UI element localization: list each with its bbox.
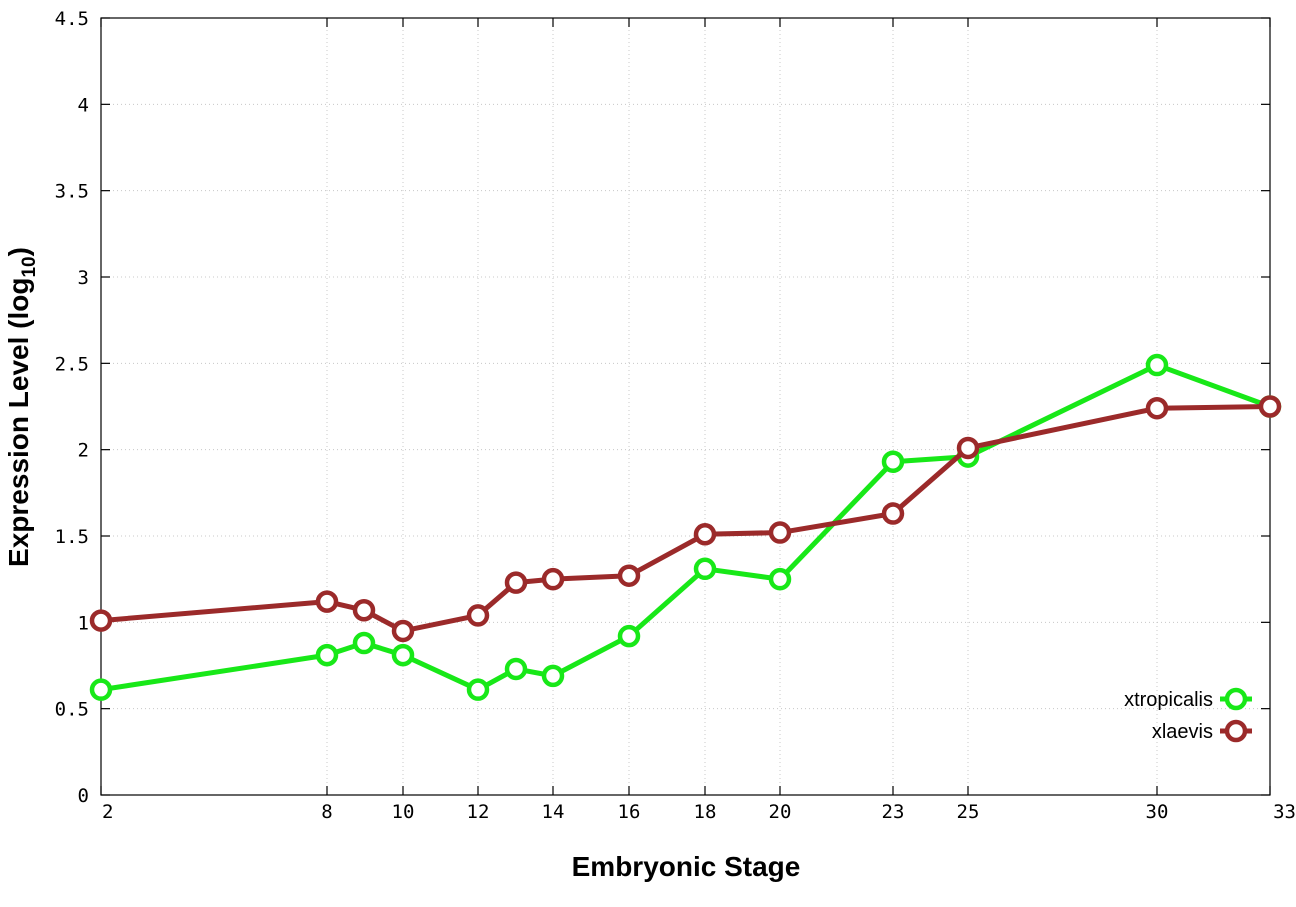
series-xtropicalis [89,353,1282,701]
legend-label: xtropicalis [1124,689,1213,711]
legend-label: xlaevis [1152,721,1213,743]
data-point [315,643,339,667]
x-tick-label: 33 [1273,801,1296,823]
x-tick-label: 20 [769,801,792,823]
series-xlaevis [89,395,1282,643]
data-point [1258,395,1282,418]
x-tick-label: 10 [392,801,415,823]
data-point [541,567,565,591]
y-tick-label: 1.5 [55,526,89,548]
axis-ticks: 0 0.5 1 1.5 2 2.5 3 3.5 4 4.5 2 8 10 12 14 16 18 20 23 25 30… [55,8,1296,823]
y-tick-label: 0 [78,785,89,807]
x-tick-label: 25 [957,801,980,823]
data-point [1145,353,1169,377]
data-point [956,436,980,460]
y-tick-label: 2 [78,440,89,462]
data-point [881,502,905,525]
data-point [768,521,792,544]
y-axis-title-subscript: 10 [19,256,40,277]
data-point [617,624,641,648]
data-point [466,604,490,627]
y-tick-label: 3 [78,267,89,289]
y-axis-title: Expression Level (log10) [3,247,40,567]
data-point [466,678,490,701]
data-point [693,557,717,581]
x-tick-label: 23 [882,801,905,823]
x-axis-title: Embryonic Stage [572,851,801,882]
y-tick-label: 2.5 [55,353,89,375]
data-point [693,523,717,546]
y-tick-label: 3.5 [55,181,89,203]
x-tick-label: 12 [467,801,490,823]
data-point [881,450,905,474]
data-point [89,678,113,701]
data-point [89,609,113,632]
data-point [352,631,376,655]
legend-marker [1224,719,1248,743]
plot-frame [100,17,1271,796]
data-point [504,571,528,594]
legend: xtropicalis xlaevis [1124,687,1252,743]
x-tick-label: 2 [102,801,113,823]
series-line [100,362,1271,693]
legend-item: xlaevis [1152,719,1252,743]
data-point [391,643,415,667]
series-layer [89,353,1282,701]
data-point [541,664,565,688]
y-tick-label: 1 [78,612,89,634]
data-point [504,657,528,681]
data-point [352,598,376,622]
x-tick-label: 14 [542,801,565,823]
legend-marker [1224,687,1248,711]
x-tick-label: 18 [694,801,717,823]
y-tick-label: 4.5 [55,8,89,30]
y-axis-title-main: Expression Level (log [3,278,34,567]
x-tick-label: 8 [321,801,332,823]
data-point [315,590,339,613]
y-axis-title-close: ) [3,247,34,256]
y-tick-label: 0.5 [55,699,89,721]
data-point [391,619,415,643]
legend-item: xtropicalis [1124,687,1252,711]
x-tick-label: 16 [618,801,641,823]
series-line [100,404,1271,634]
y-tick-label: 4 [78,94,89,116]
x-tick-label: 30 [1146,801,1169,823]
data-point [617,564,641,587]
data-point [768,567,792,591]
grid [101,18,1270,795]
data-point [1145,396,1169,420]
